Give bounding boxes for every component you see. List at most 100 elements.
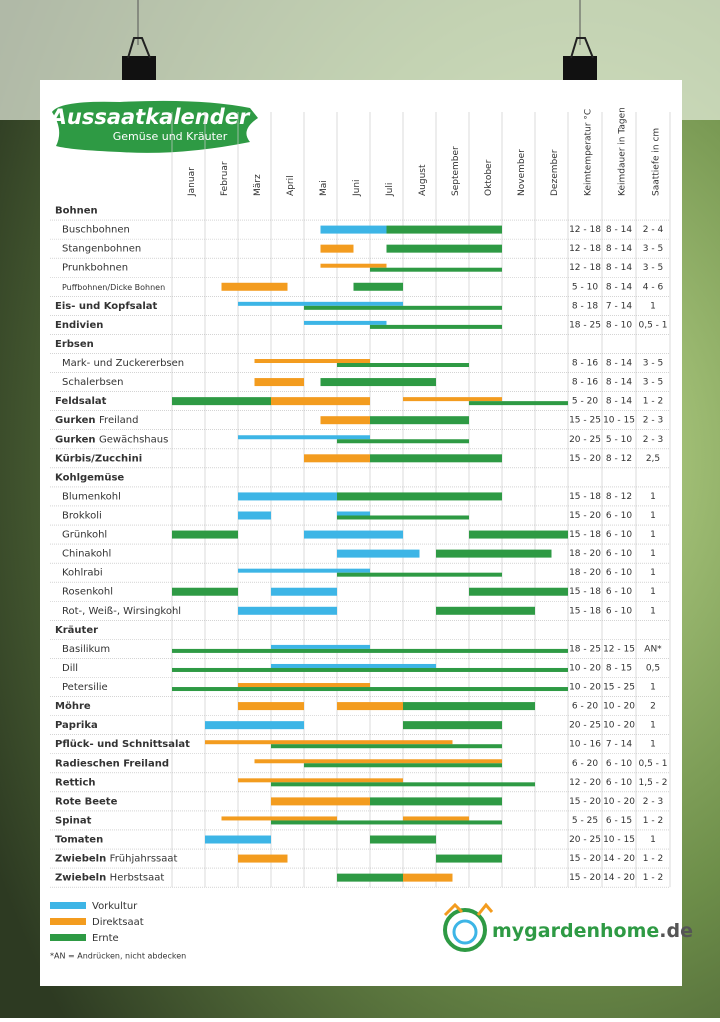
cell-value: 8 - 14 — [606, 263, 632, 273]
period-bar — [386, 225, 502, 234]
row-label: Paprika — [55, 720, 98, 731]
cell-value: 10 - 20 — [603, 702, 635, 712]
cell-value: 6 - 10 — [606, 759, 632, 769]
row-sub: Freiland — [99, 415, 138, 426]
row-name: Chinakohl — [62, 549, 111, 560]
row-name: Erbsen — [55, 339, 94, 350]
row-label: Tomaten — [55, 835, 103, 846]
row-label: Spinat — [55, 815, 92, 826]
row-name: Kohlrabi — [62, 568, 103, 579]
row-name: Zwiebeln — [55, 873, 106, 884]
row-name: Möhre — [55, 701, 91, 712]
row-name: Eis- und Kopfsalat — [55, 301, 158, 312]
period-bar — [469, 587, 568, 596]
row-label: Rote Beete — [55, 796, 118, 807]
row-name: Gurken — [55, 434, 96, 445]
period-bar — [469, 530, 568, 539]
row-name: Bohnen — [55, 206, 98, 217]
row-label: Endivien — [55, 320, 103, 331]
month-label: Dezember — [550, 149, 560, 196]
period-bar — [238, 492, 337, 501]
period-bar — [238, 702, 304, 711]
cell-value: 6 - 15 — [606, 816, 632, 826]
cell-value: 1,5 - 2 — [638, 778, 667, 788]
period-bar — [337, 511, 370, 516]
row-label: Prunkbohnen — [62, 263, 128, 274]
row-name: Rot-, Weiß-, Wirsingkohl — [62, 606, 181, 617]
title: Aussaatkalender — [49, 105, 251, 129]
cell-value: 15 - 20 — [569, 873, 601, 883]
row-label: Kohlrabi — [62, 568, 103, 579]
cell-value: 3 - 5 — [643, 359, 663, 369]
row-label: Chinakohl — [62, 549, 111, 560]
period-bar — [403, 397, 502, 402]
cell-value: 15 - 25 — [569, 416, 601, 426]
cell-value: 6 - 20 — [572, 759, 598, 769]
column-label: Keimdauer in Tagen — [618, 107, 628, 196]
cell-value: 1 — [650, 606, 656, 616]
logo-icon — [443, 908, 487, 952]
cell-value: 18 - 25 — [569, 644, 601, 654]
cell-value: 1 — [650, 683, 656, 693]
cell-value: 10 - 20 — [603, 721, 635, 731]
cell-value: 7 - 14 — [606, 740, 632, 750]
row-label: Zwiebeln Frühjahrssaat — [55, 854, 178, 865]
cell-value: AN* — [644, 644, 662, 654]
row-name: Rettich — [55, 777, 96, 788]
period-bar — [172, 667, 568, 672]
period-bar — [337, 702, 403, 711]
row-label: Buschbohnen — [62, 225, 130, 236]
cell-value: 8 - 14 — [606, 244, 632, 254]
legend-swatch — [50, 934, 86, 941]
logo-icon — [443, 902, 494, 917]
cell-value: 15 - 20 — [569, 854, 601, 864]
cell-value: 2 — [650, 702, 656, 712]
row-label: Basilikum — [62, 644, 110, 655]
cell-value: 10 - 20 — [569, 683, 601, 693]
cell-value: 1 - 2 — [643, 816, 663, 826]
subtitle: Gemüse und Kräuter — [113, 130, 228, 143]
cell-value: 0,5 - 1 — [638, 320, 667, 330]
cell-value: 10 - 15 — [603, 835, 635, 845]
cell-value: 20 - 25 — [569, 835, 601, 845]
cell-value: 12 - 18 — [569, 225, 601, 235]
cell-value: 10 - 15 — [603, 416, 635, 426]
cell-value: 0,5 - 1 — [638, 759, 667, 769]
period-bar — [304, 530, 403, 539]
cell-value: 4 - 6 — [643, 282, 664, 292]
period-bar — [320, 378, 436, 387]
row-label: Schalerbsen — [62, 377, 123, 388]
month-label: September — [451, 146, 461, 196]
cell-value: 18 - 25 — [569, 320, 601, 330]
row-label: Rettich — [55, 777, 96, 788]
month-label: April — [286, 175, 296, 196]
row-name: Spinat — [55, 815, 92, 826]
cell-value: 20 - 25 — [569, 721, 601, 731]
period-bar — [436, 854, 502, 863]
cell-value: 8 - 10 — [606, 320, 632, 330]
period-bar — [221, 282, 288, 291]
period-bar — [271, 397, 370, 406]
month-label: Februar — [220, 161, 230, 196]
period-bar — [370, 324, 502, 329]
clip — [563, 56, 597, 80]
cell-value: 1 - 2 — [643, 854, 663, 864]
period-bar — [337, 572, 502, 577]
cell-value: 1 — [650, 549, 656, 559]
row-name: Schalerbsen — [62, 377, 123, 388]
cell-value: 1 — [650, 530, 656, 540]
cell-value: 8 - 12 — [606, 454, 632, 464]
row-name: Grünkohl — [62, 530, 107, 541]
cell-value: 5 - 20 — [572, 397, 598, 407]
period-bar — [172, 530, 238, 539]
cell-value: 1 — [650, 301, 656, 311]
period-bar — [172, 397, 271, 406]
row-label: Puffbohnen/Dicke Bohnen — [62, 282, 165, 291]
row-name: Tomaten — [55, 835, 103, 846]
cell-value: 2,5 — [646, 454, 660, 464]
period-bar — [436, 549, 552, 558]
row-label: Feldsalat — [55, 396, 107, 407]
period-bar — [238, 435, 370, 440]
cell-value: 6 - 20 — [572, 702, 598, 712]
row-name: Feldsalat — [55, 396, 107, 407]
